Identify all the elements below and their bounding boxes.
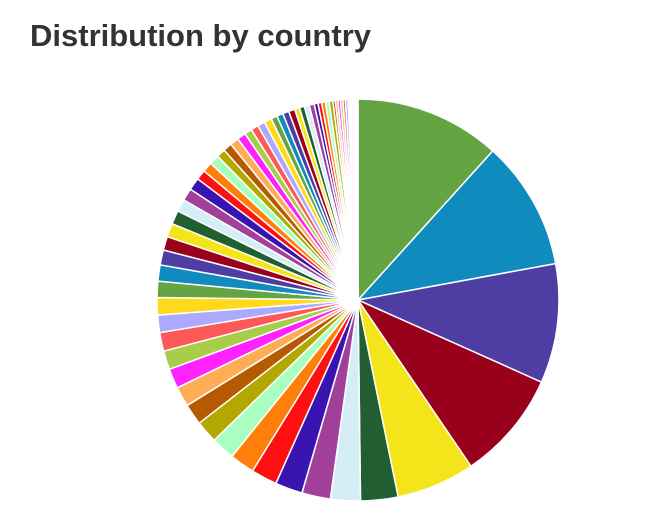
pie-slice (357, 98, 494, 301)
chart-title: Distribution by country (30, 18, 372, 53)
pie-slice (357, 262, 560, 383)
pie-slice (357, 299, 543, 467)
pie-slice (355, 98, 359, 301)
pie-slice (357, 150, 557, 301)
